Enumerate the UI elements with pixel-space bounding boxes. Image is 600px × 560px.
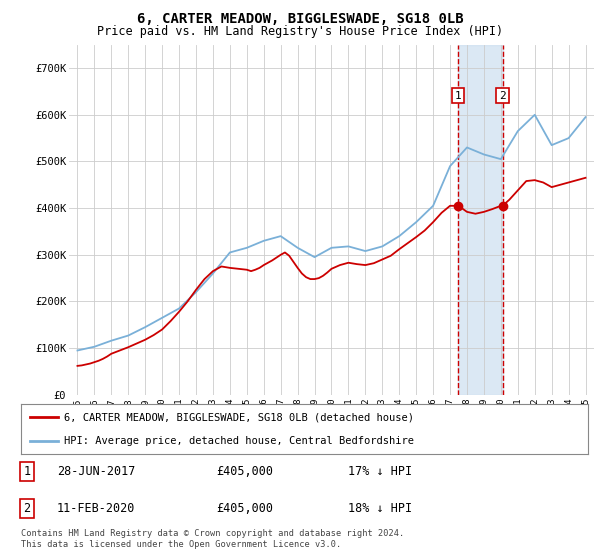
Text: 2: 2 — [499, 91, 506, 101]
Text: 6, CARTER MEADOW, BIGGLESWADE, SG18 0LB (detached house): 6, CARTER MEADOW, BIGGLESWADE, SG18 0LB … — [64, 412, 413, 422]
Text: 1: 1 — [23, 465, 31, 478]
Text: 11-FEB-2020: 11-FEB-2020 — [57, 502, 136, 515]
Text: 6, CARTER MEADOW, BIGGLESWADE, SG18 0LB: 6, CARTER MEADOW, BIGGLESWADE, SG18 0LB — [137, 12, 463, 26]
Text: 28-JUN-2017: 28-JUN-2017 — [57, 465, 136, 478]
Text: HPI: Average price, detached house, Central Bedfordshire: HPI: Average price, detached house, Cent… — [64, 436, 413, 446]
Text: £405,000: £405,000 — [216, 465, 273, 478]
Text: Price paid vs. HM Land Registry's House Price Index (HPI): Price paid vs. HM Land Registry's House … — [97, 25, 503, 38]
Text: 1: 1 — [455, 91, 462, 101]
Bar — [458, 45, 503, 395]
Text: Contains HM Land Registry data © Crown copyright and database right 2024.
This d: Contains HM Land Registry data © Crown c… — [21, 529, 404, 549]
Text: 17% ↓ HPI: 17% ↓ HPI — [348, 465, 412, 478]
Text: £405,000: £405,000 — [216, 502, 273, 515]
Text: 18% ↓ HPI: 18% ↓ HPI — [348, 502, 412, 515]
Text: 2: 2 — [23, 502, 31, 515]
